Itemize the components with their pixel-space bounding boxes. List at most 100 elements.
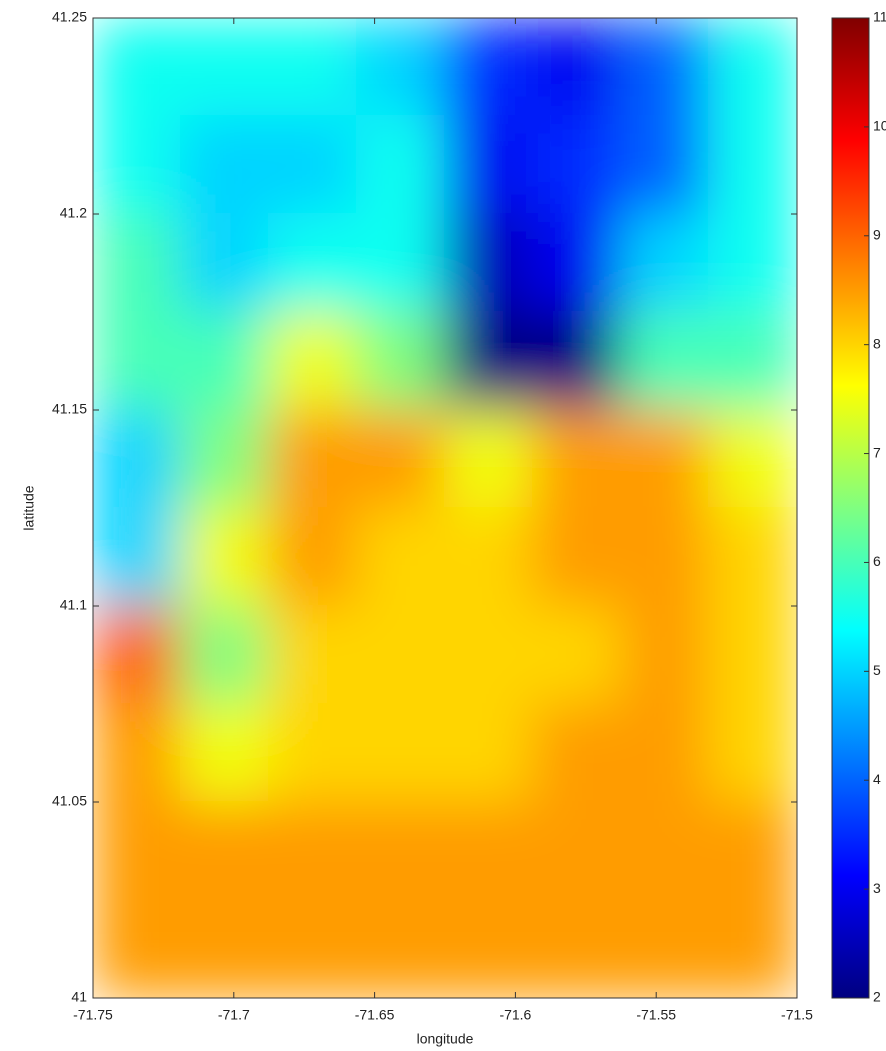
cells — [93, 18, 797, 998]
heatmap-cell — [532, 801, 622, 901]
heatmap-cell — [268, 311, 358, 411]
heatmap-cell — [708, 311, 797, 411]
heatmap-cell — [620, 899, 710, 998]
heatmap-cell — [532, 899, 622, 998]
heatmap-cell — [444, 703, 534, 803]
x-tick-label: -71.5 — [781, 1007, 813, 1023]
heatmap-cell — [356, 605, 446, 705]
heatmap-cell — [93, 507, 182, 607]
heatmap-cell — [620, 311, 710, 411]
heatmap-cell — [93, 605, 182, 705]
x-tick-label: -71.75 — [73, 1007, 113, 1023]
x-tick-label: -71.7 — [218, 1007, 250, 1023]
heatmap-cell — [532, 703, 622, 803]
heatmap-cell — [532, 311, 622, 411]
heatmap-cell — [356, 213, 446, 313]
heatmap-cell — [356, 115, 446, 215]
heatmap-cell — [620, 703, 710, 803]
heatmap-cell — [532, 115, 622, 215]
heatmap-cell — [356, 18, 446, 117]
heatmap-cell — [180, 311, 270, 411]
heatmap-field — [93, 18, 797, 998]
heatmap-cell — [356, 311, 446, 411]
heatmap-cell — [268, 801, 358, 901]
heatmap-cell — [356, 507, 446, 607]
y-tick-label: 41.2 — [60, 205, 87, 221]
heatmap-cell — [93, 311, 182, 411]
heatmap-cell — [93, 18, 182, 117]
heatmap-cell — [180, 409, 270, 509]
heatmap-cell — [444, 311, 534, 411]
y-tick-label: 41.05 — [52, 793, 87, 809]
y-axis-label: latitude — [21, 485, 37, 530]
heatmap-cell — [708, 899, 797, 998]
heatmap-cell — [180, 18, 270, 117]
heatmap-cell — [268, 18, 358, 117]
colorbar-tick-label: 4 — [873, 771, 881, 787]
heatmap-cell — [708, 703, 797, 803]
heatmap-cell — [708, 507, 797, 607]
x-tick-label: -71.65 — [355, 1007, 395, 1023]
heatmap-cell — [356, 801, 446, 901]
heatmap-cell — [708, 801, 797, 901]
colorbar-tick-label: 7 — [873, 444, 881, 460]
heatmap-cell — [268, 899, 358, 998]
x-tick-label: -71.55 — [636, 1007, 676, 1023]
heatmap-cell — [93, 115, 182, 215]
heatmap-cell — [93, 409, 182, 509]
colorbar — [831, 17, 870, 999]
heatmap-cell — [268, 115, 358, 215]
heatmap-cell — [444, 409, 534, 509]
heatmap-cell — [93, 213, 182, 313]
heatmap-cell — [620, 507, 710, 607]
heatmap-cell — [708, 115, 797, 215]
heatmap-cell — [180, 703, 270, 803]
heatmap-cell — [532, 605, 622, 705]
heatmap-cell — [268, 409, 358, 509]
heatmap-cell — [620, 801, 710, 901]
colorbar-tick-label: 2 — [873, 989, 881, 1005]
heatmap-cell — [268, 507, 358, 607]
colorbar-tick-label: 8 — [873, 335, 881, 351]
heatmap-cell — [708, 18, 797, 117]
heatmap-cell — [620, 115, 710, 215]
colorbar-tick-label: 11 — [873, 9, 886, 25]
y-tick-label: 41.15 — [52, 401, 87, 417]
x-tick-label: -71.6 — [499, 1007, 531, 1023]
heatmap-cell — [620, 18, 710, 117]
heatmap-cell — [444, 801, 534, 901]
heatmap-cell — [268, 605, 358, 705]
heatmap-cell — [708, 409, 797, 509]
heatmap-cell — [93, 801, 182, 901]
heatmap-cell — [620, 409, 710, 509]
heatmap-cell — [356, 703, 446, 803]
heatmap-cell — [444, 899, 534, 998]
colorbar-tick-label: 10 — [873, 118, 886, 134]
heatmap-cell — [620, 213, 710, 313]
y-tick-label: 41 — [71, 989, 87, 1005]
heatmap-cell — [444, 18, 534, 117]
heatmap-cell — [93, 703, 182, 803]
y-tick-label: 41.25 — [52, 9, 87, 25]
heatmap-cell — [620, 605, 710, 705]
heatmap-cell — [532, 409, 622, 509]
heatmap-cell — [180, 899, 270, 998]
plot-frame — [92, 17, 798, 999]
heatmap-cell — [356, 409, 446, 509]
colorbar-tick-label: 5 — [873, 662, 881, 678]
heatmap-cell — [532, 213, 622, 313]
colorbar-tick-label: 3 — [873, 880, 881, 896]
heatmap-cell — [708, 213, 797, 313]
colorbar-tick-label: 9 — [873, 226, 881, 242]
x-axis-label: longitude — [417, 1031, 474, 1047]
colorbar-tick-label: 6 — [873, 553, 881, 569]
heatmap-cell — [268, 703, 358, 803]
heatmap-cell — [444, 213, 534, 313]
heatmap-cell — [444, 605, 534, 705]
heatmap-cell — [532, 18, 622, 117]
heatmap-cell — [532, 507, 622, 607]
heatmap-cell — [180, 115, 270, 215]
heatmap-cell — [180, 507, 270, 607]
heatmap-cell — [444, 115, 534, 215]
